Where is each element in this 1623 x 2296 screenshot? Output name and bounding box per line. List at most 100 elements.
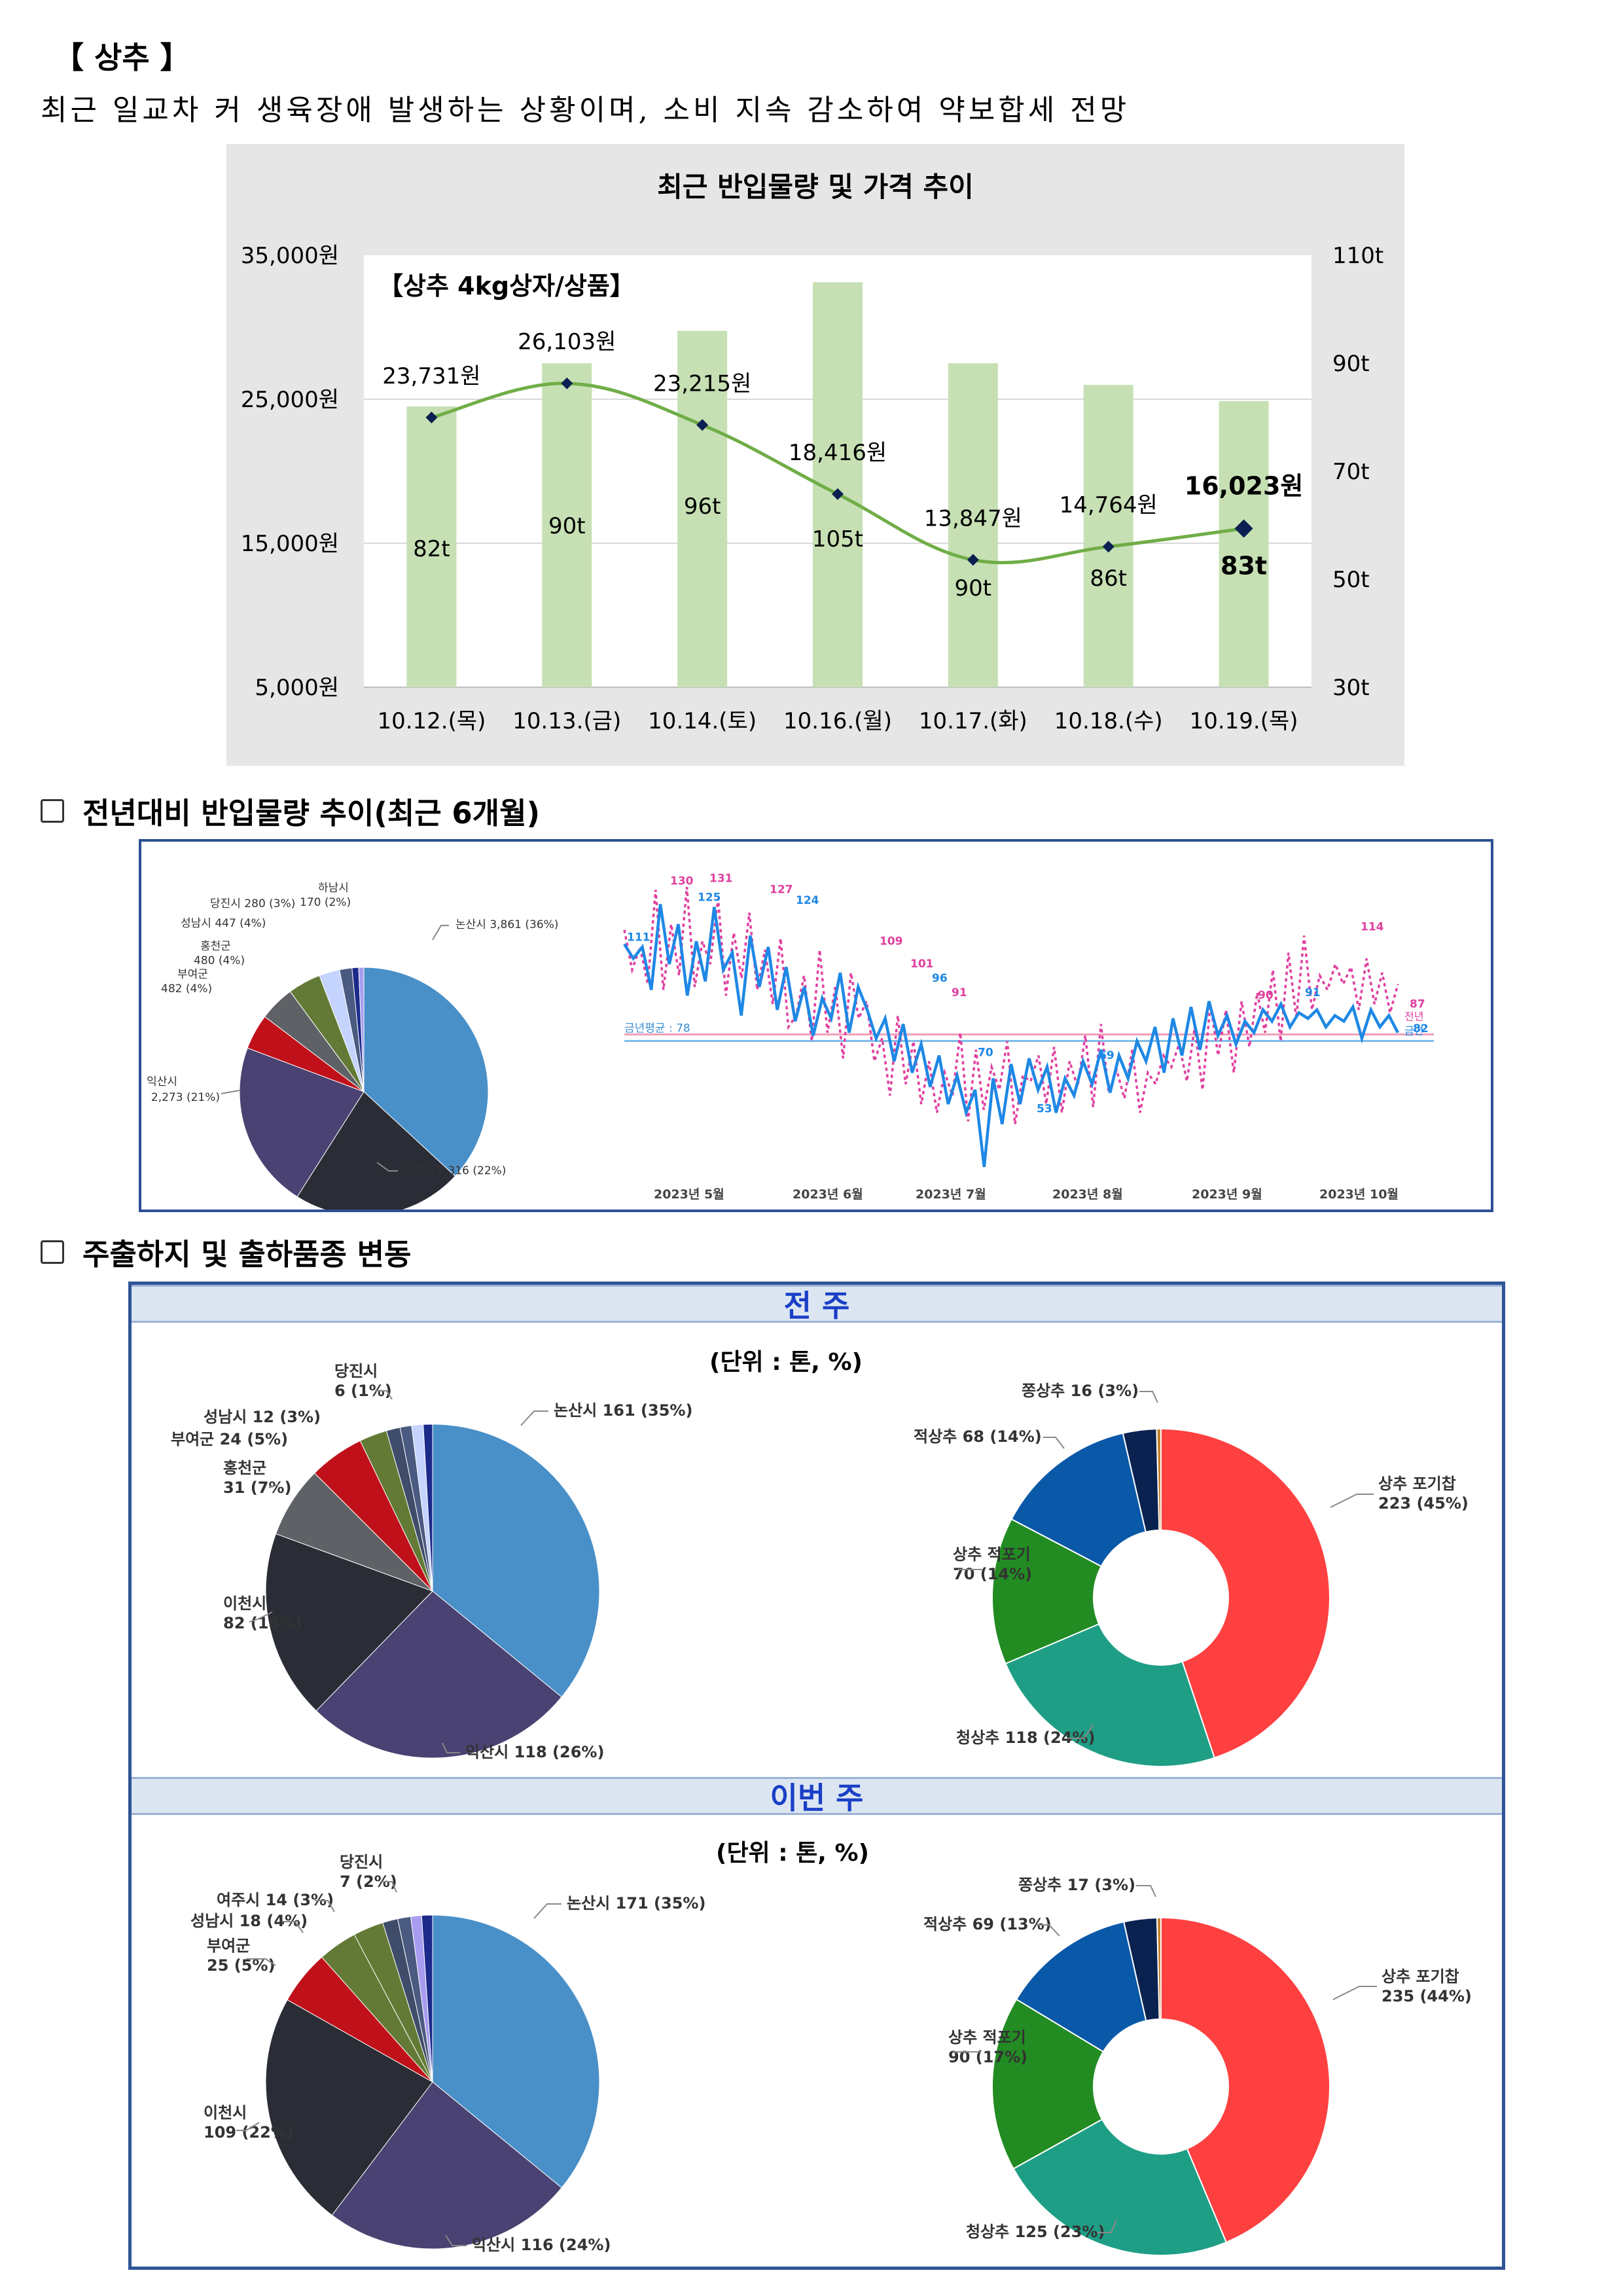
y-right-tick-label: 30t bbox=[1332, 675, 1370, 701]
origin-pie-label: 성남시 447 (4%) bbox=[181, 917, 266, 930]
variety-donut-label: 적상추 69 (13%) bbox=[923, 1915, 1052, 1933]
price-data-label: 23,731원 bbox=[382, 363, 480, 389]
y-right-tick-label: 50t bbox=[1332, 567, 1370, 593]
point-label: 82 bbox=[1413, 1022, 1429, 1035]
x-tick-label: 10.14.(토) bbox=[648, 708, 757, 734]
variety-donut-slice bbox=[991, 1518, 1103, 1665]
volume-data-label: 90t bbox=[548, 513, 586, 539]
point-label: 114 bbox=[1361, 920, 1384, 933]
origin-pie-label: 480 (4%) bbox=[194, 954, 245, 967]
origin-pie-label: 109 (22%) bbox=[204, 2123, 294, 2142]
yoy-panel: 논산시 3,861 (36%) 이천시 2,316 (22%) 익산시 2,273 (… bbox=[139, 839, 1493, 1217]
origin-pie-label: 482 (4%) bbox=[161, 982, 212, 996]
this-week-band: 이번 주 bbox=[132, 1777, 1502, 1816]
leader-line bbox=[249, 1611, 273, 1623]
x-tick-label: 2023년 8월 bbox=[1052, 1187, 1123, 1202]
origin-heading-text: 주출하지 및 출하품종 변동 bbox=[82, 1237, 412, 1272]
volume-data-label: 82t bbox=[413, 536, 450, 562]
origin-pie-label: 논산시 171 (35%) bbox=[567, 1894, 705, 1912]
leader-line bbox=[376, 1162, 398, 1172]
leader-line bbox=[1332, 1986, 1377, 2000]
legend-prev-year: 전년 bbox=[1404, 1011, 1423, 1023]
leader-line bbox=[375, 1390, 393, 1400]
leader-line bbox=[236, 2122, 260, 2131]
prev-year-line bbox=[623, 887, 1399, 1124]
leader-line bbox=[1067, 1724, 1094, 1739]
x-tick-label: 2023년 5월 bbox=[654, 1187, 724, 1202]
origin-pie-slice bbox=[239, 1047, 365, 1198]
origin-pie-slice bbox=[363, 967, 489, 1177]
price-marker bbox=[696, 419, 709, 431]
x-tick-label: 2023년 7월 bbox=[916, 1187, 986, 1202]
price-data-label: 26,103원 bbox=[518, 329, 616, 355]
variety-donut-label: 상추 포기찹 bbox=[1378, 1475, 1456, 1493]
point-label: 87 bbox=[1410, 997, 1425, 1011]
point-label: 70 bbox=[978, 1046, 993, 1059]
variety-donut-label: 쫑상추 17 (3%) bbox=[1018, 1876, 1135, 1894]
point-label: 125 bbox=[698, 891, 721, 904]
volume-data-label: 96t bbox=[684, 493, 721, 520]
variety-donut-slice bbox=[1012, 2118, 1228, 2257]
origin-pie-slice bbox=[423, 1424, 433, 1592]
origin-pie-label: 170 (2%) bbox=[300, 896, 351, 909]
average-label: 금년평균 : 78 bbox=[624, 1022, 690, 1035]
leader-line bbox=[1330, 1494, 1374, 1508]
unit-label-this-week: (단위 : 톤, %) bbox=[716, 1840, 869, 1867]
leader-line bbox=[221, 1090, 240, 1094]
origin-pie-slice bbox=[331, 2081, 562, 2250]
origin-pie-label: 익산시 116 (24%) bbox=[472, 2236, 611, 2254]
variety-donut-slice bbox=[1160, 1427, 1330, 1759]
volume-bar bbox=[542, 363, 592, 687]
origin-section-heading: 주출하지 및 출하품종 변동 bbox=[41, 1230, 411, 1273]
point-label: 124 bbox=[796, 894, 819, 907]
last-week-band: 전 주 bbox=[132, 1285, 1502, 1323]
origin-pie-label: 홍천군 bbox=[200, 940, 231, 953]
volume-data-label: 105t bbox=[812, 526, 863, 552]
origin-pie-label: 31 (7%) bbox=[223, 1479, 291, 1497]
variety-donut-slice bbox=[991, 1998, 1105, 2170]
price-marker bbox=[425, 411, 438, 423]
price-volume-chart: 최근 반입물량 및 가격 추이 【상추 4kg상자/상품】 23,731원 26,… bbox=[226, 144, 1404, 766]
variety-donut-label: 235 (44%) bbox=[1382, 1987, 1472, 2005]
point-label: 109 bbox=[880, 935, 903, 948]
price-marker bbox=[967, 554, 979, 566]
variety-donut-label: 적상추 68 (14%) bbox=[914, 1427, 1042, 1446]
origin-pie-label: 당진시 bbox=[334, 1362, 378, 1380]
leader-line bbox=[268, 1484, 279, 1488]
this-year-line bbox=[623, 904, 1399, 1168]
origin-pie-label: 하남시 bbox=[318, 882, 349, 895]
leader-line bbox=[520, 1410, 548, 1426]
leader-line bbox=[1136, 1885, 1156, 1897]
origin-pie-label: 부여군 24 (5%) bbox=[171, 1430, 288, 1448]
volume-bar bbox=[948, 363, 998, 687]
checkbox-icon bbox=[41, 1240, 64, 1264]
variety-donut-label: 70 (14%) bbox=[953, 1565, 1032, 1583]
origin-pie-label: 논산시 3,861 (36%) bbox=[455, 918, 558, 931]
origin-pie-label: 당진시 bbox=[340, 1853, 383, 1871]
leader-line bbox=[533, 1903, 562, 1919]
x-tick-label: 10.19.(목) bbox=[1190, 708, 1298, 734]
price-marker bbox=[1102, 541, 1115, 553]
variety-donut-label: 223 (45%) bbox=[1378, 1494, 1469, 1513]
variety-donut-label: 쫑상추 16 (3%) bbox=[1022, 1382, 1139, 1400]
point-label: 111 bbox=[627, 931, 651, 944]
point-label: 53 bbox=[1037, 1103, 1052, 1116]
y-right-tick-label: 110t bbox=[1332, 243, 1383, 269]
leader-line bbox=[380, 1881, 397, 1893]
leader-line bbox=[282, 1921, 304, 1933]
point-label: 96 bbox=[932, 972, 948, 985]
yoy-heading-text: 전년대비 반입물량 추이(최근 6개월) bbox=[82, 796, 541, 831]
price-marker bbox=[1234, 519, 1253, 538]
origin-pie-slice bbox=[421, 1914, 433, 2083]
point-label: 91 bbox=[952, 986, 967, 999]
legend-this-year: 금년 bbox=[1404, 1025, 1423, 1037]
x-tick-label: 2023년 6월 bbox=[793, 1187, 863, 1202]
origin-pie-label: 성남시 12 (3%) bbox=[204, 1408, 321, 1426]
leader-line bbox=[1036, 1924, 1060, 1937]
origin-pie-slice bbox=[265, 1999, 433, 2216]
price-marker bbox=[832, 488, 844, 500]
weekly-pie-charts: (단위 : 톤, %) (단위 : 톤, %) 논산시 161 (35%) 익산시… bbox=[171, 1349, 1472, 2257]
variety-donut-slice bbox=[1010, 1432, 1147, 1568]
price-data-label: 13,847원 bbox=[924, 505, 1022, 531]
x-tick-label: 2023년 10월 bbox=[1319, 1187, 1399, 1202]
